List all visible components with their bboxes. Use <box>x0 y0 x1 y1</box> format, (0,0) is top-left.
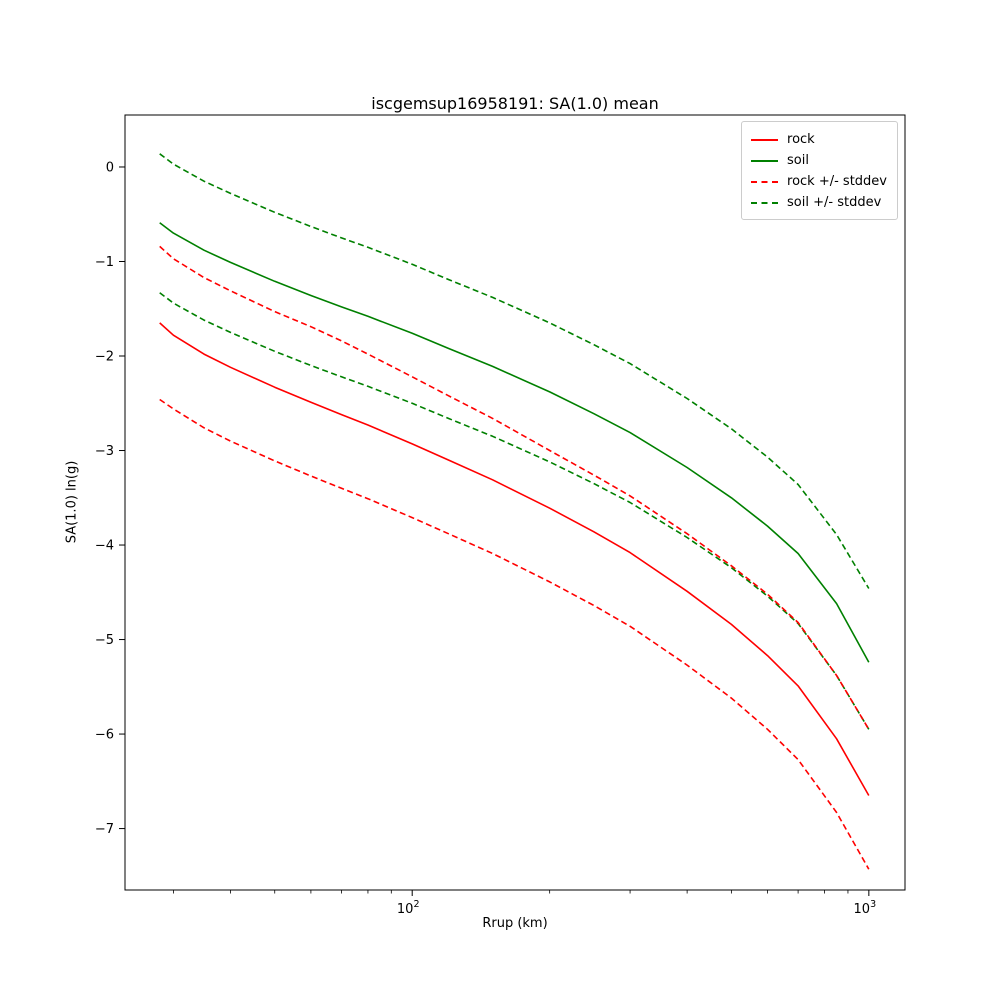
series-rock-mean <box>159 322 870 796</box>
legend-item: soil <box>751 150 887 171</box>
legend: rock soil rock +/- stddev soil +/- stddev <box>741 121 898 220</box>
legend-line-sample <box>751 138 779 141</box>
legend-label: rock <box>787 132 815 147</box>
series-soil-mean <box>159 222 870 663</box>
y-tick-label: −2 <box>95 350 114 365</box>
y-tick-label: −1 <box>95 255 114 270</box>
legend-label: rock +/- stddev <box>787 174 887 189</box>
legend-item: soil +/- stddev <box>751 192 887 213</box>
legend-label: soil +/- stddev <box>787 195 882 210</box>
legend-line-sample <box>751 159 779 162</box>
y-tick-label: −4 <box>95 539 114 554</box>
series-soil-minus-stddev <box>159 292 870 730</box>
x-axis-label: Rrup (km) <box>482 916 548 931</box>
x-tick-label: 103 <box>854 899 877 917</box>
x-tick-label: 102 <box>397 899 420 917</box>
series-rock-minus-stddev <box>159 398 870 870</box>
chart-title: iscgemsup16958191: SA(1.0) mean <box>371 94 659 113</box>
y-tick-label: −6 <box>95 728 114 743</box>
legend-item: rock +/- stddev <box>751 171 887 192</box>
y-tick-label: 0 <box>106 160 114 175</box>
y-tick-label: −5 <box>95 633 114 648</box>
legend-item: rock <box>751 129 887 150</box>
axes-frame <box>124 114 906 891</box>
legend-line-sample <box>751 180 779 183</box>
legend-label: soil <box>787 153 809 168</box>
series-rock-plus-stddev <box>159 245 870 730</box>
y-axis-label: SA(1.0) ln(g) <box>64 460 80 544</box>
y-tick-label: −3 <box>95 444 114 459</box>
legend-line-sample <box>751 201 779 204</box>
y-tick-label: −7 <box>95 822 114 837</box>
series-soil-plus-stddev <box>159 153 870 589</box>
